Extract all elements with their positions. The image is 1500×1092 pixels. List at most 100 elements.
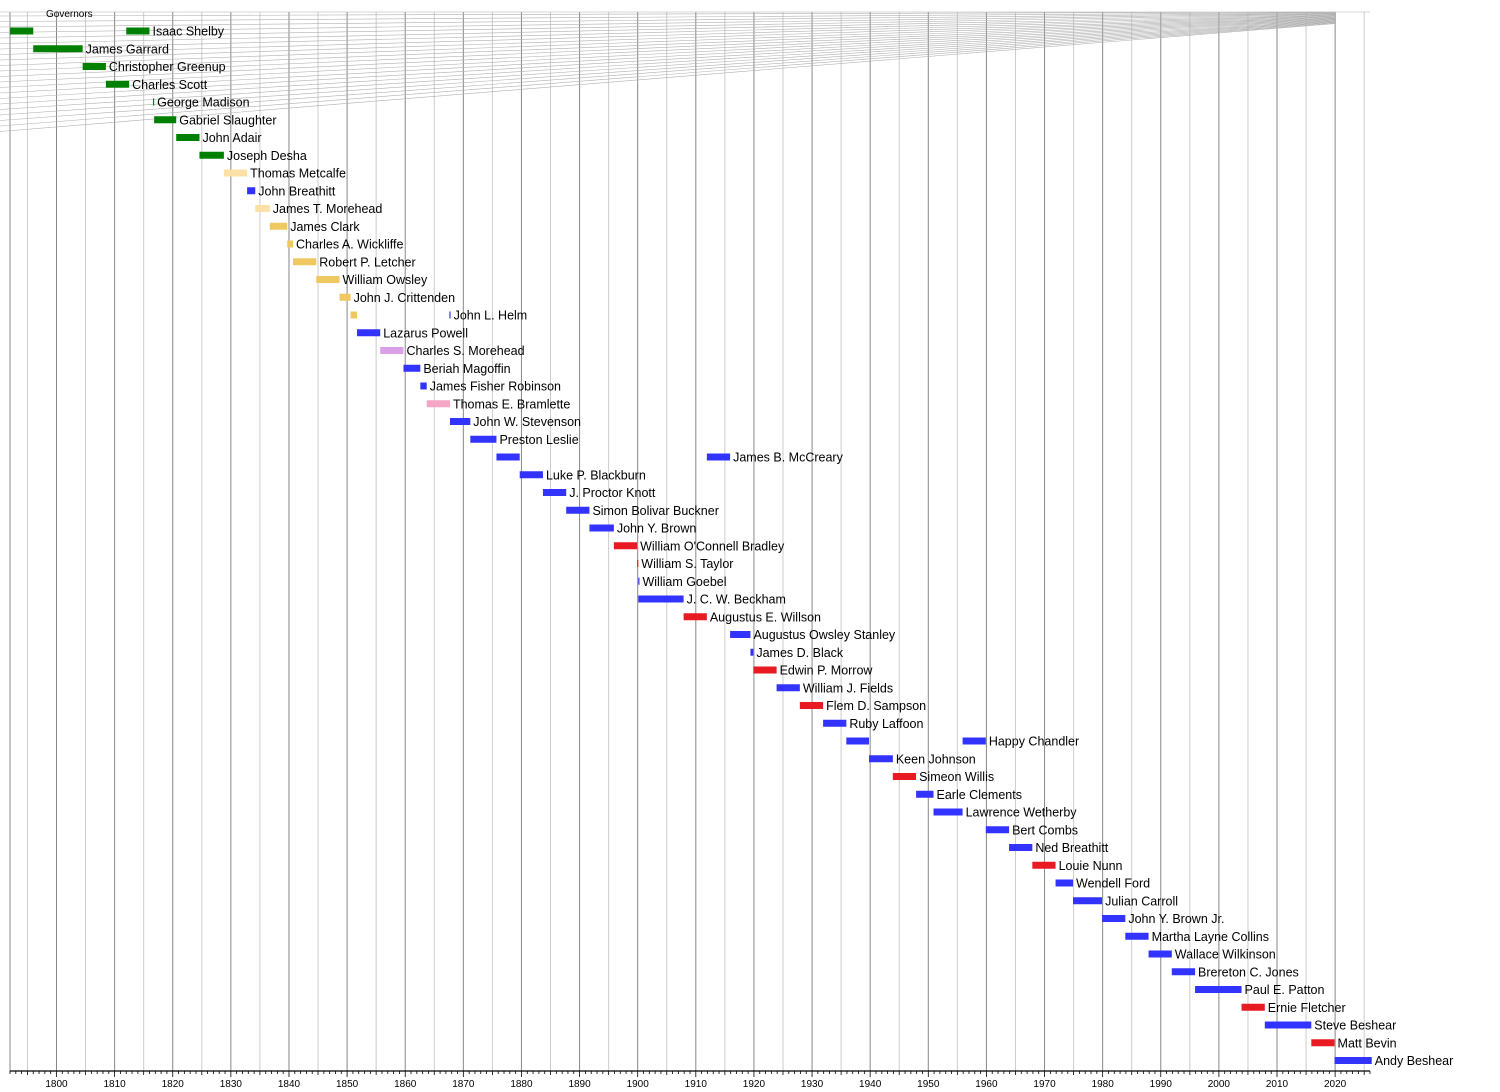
term-bar — [350, 311, 357, 319]
term-bar — [316, 276, 340, 283]
term-bar — [1032, 861, 1056, 869]
governor-label: Simon Bolivar Buckner — [592, 504, 718, 518]
x-tick-label: 1960 — [975, 1079, 998, 1090]
term-bar — [82, 63, 106, 70]
governor-label: James Clark — [290, 220, 360, 234]
header-diagonal-line — [0, 17, 1336, 77]
term-bar — [1148, 950, 1172, 958]
term-bar — [823, 719, 847, 727]
x-tick-label: 1840 — [278, 1079, 301, 1090]
term-bar — [1241, 1003, 1265, 1011]
governor-label: Joseph Desha — [227, 149, 307, 163]
term-bar — [962, 737, 986, 745]
governor-label: John W. Stevenson — [473, 415, 581, 429]
governor-label: Lazarus Powell — [383, 326, 468, 340]
term-bar — [519, 471, 543, 479]
header-diagonal-line — [0, 22, 1336, 121]
term-bar — [1311, 1039, 1335, 1047]
header-diagonal-line — [0, 11, 1336, 17]
term-bar — [706, 453, 731, 461]
header-diagonal-line — [0, 13, 1336, 39]
governor-label: John J. Crittenden — [354, 291, 455, 305]
term-bar — [799, 702, 824, 709]
governor-label: Robert P. Letcher — [319, 255, 415, 269]
governor-label: William S. Taylor — [641, 557, 733, 571]
term-bar — [613, 542, 638, 550]
term-bar — [449, 418, 471, 425]
term-bar — [1264, 1021, 1312, 1029]
term-bar — [199, 151, 224, 159]
governor-label: J. C. W. Beckham — [687, 593, 786, 607]
term-bar — [247, 187, 256, 195]
header-diagonal-line — [0, 16, 1336, 66]
x-tick-label: 1940 — [859, 1079, 882, 1090]
term-bar — [126, 27, 150, 35]
governor-label: William Owsley — [343, 273, 428, 287]
header-diagonal-line — [0, 20, 1336, 105]
term-bar — [403, 364, 421, 372]
governor-label: Louie Nunn — [1059, 859, 1123, 873]
header-diagonal-line — [0, 12, 1336, 22]
term-bar — [1171, 968, 1196, 976]
governor-label: John Y. Brown Jr. — [1128, 912, 1224, 926]
term-bar — [1334, 1057, 1372, 1064]
governor-label: Matt Bevin — [1338, 1036, 1397, 1050]
x-tick-label: 1930 — [801, 1079, 824, 1090]
term-bar — [420, 382, 427, 390]
x-tick-label: 1800 — [45, 1079, 68, 1090]
x-tick-label: 1970 — [1033, 1079, 1056, 1090]
term-bar — [589, 524, 614, 532]
x-tick-label: 1820 — [162, 1079, 185, 1090]
x-tick-label: 1910 — [685, 1079, 708, 1090]
governor-label: George Madison — [157, 96, 249, 110]
term-bar — [638, 577, 640, 585]
governor-label: Isaac Shelby — [152, 25, 224, 39]
term-bar — [287, 240, 294, 248]
header-diagonal-line — [0, 12, 1336, 28]
governor-label: William O'Connell Bradley — [640, 539, 785, 553]
governor-label: J. Proctor Knott — [569, 486, 656, 500]
term-bar — [152, 98, 155, 106]
governor-label: Wallace Wilkinson — [1175, 948, 1276, 962]
governor-label: Beriah Magoffin — [423, 362, 510, 376]
header-diagonal-line — [0, 22, 1336, 127]
x-tick-label: 1810 — [103, 1079, 126, 1090]
header-diagonal-line — [0, 19, 1336, 94]
term-bar — [293, 258, 317, 266]
grid-layer — [9, 12, 1365, 1071]
term-bar — [380, 347, 404, 354]
term-bar — [33, 45, 83, 53]
term-bar — [339, 293, 351, 301]
governor-label: Augustus E. Willson — [710, 610, 821, 624]
term-bar — [10, 27, 34, 35]
governor-label: Earle Clements — [937, 788, 1022, 802]
header-diagonal-lines — [0, 11, 1370, 132]
governor-label: Augustus Owsley Stanley — [753, 628, 895, 642]
governor-label: John Y. Brown — [617, 522, 697, 536]
term-bar — [985, 826, 1010, 834]
governor-label: Preston Leslie — [499, 433, 578, 447]
term-bar — [223, 169, 248, 177]
governor-label: Steve Beshear — [1314, 1019, 1396, 1033]
x-tick-label: 1870 — [452, 1079, 475, 1090]
governor-label: Christopher Greenup — [109, 60, 226, 74]
governor-label: James B. McCreary — [733, 451, 843, 465]
x-tick-label: 2020 — [1324, 1079, 1347, 1090]
governor-label: James Garrard — [86, 42, 169, 56]
header-diagonal-line — [0, 13, 1336, 33]
governor-label: Charles S. Morehead — [406, 344, 524, 358]
governor-label: Lawrence Wetherby — [966, 806, 1078, 820]
governor-label: James Fisher Robinson — [430, 380, 561, 394]
term-bar — [426, 400, 450, 408]
governor-label: Charles Scott — [132, 78, 208, 92]
x-tick-label: 1880 — [510, 1079, 533, 1090]
header-diagonal-line — [0, 16, 1336, 61]
x-tick-label: 1990 — [1150, 1079, 1173, 1090]
governor-label: Charles A. Wickliffe — [296, 238, 403, 252]
x-tick-label: 1830 — [220, 1079, 243, 1090]
term-bar — [730, 631, 751, 638]
governor-label: John Breathitt — [258, 184, 336, 198]
governor-label: Martha Layne Collins — [1152, 930, 1269, 944]
